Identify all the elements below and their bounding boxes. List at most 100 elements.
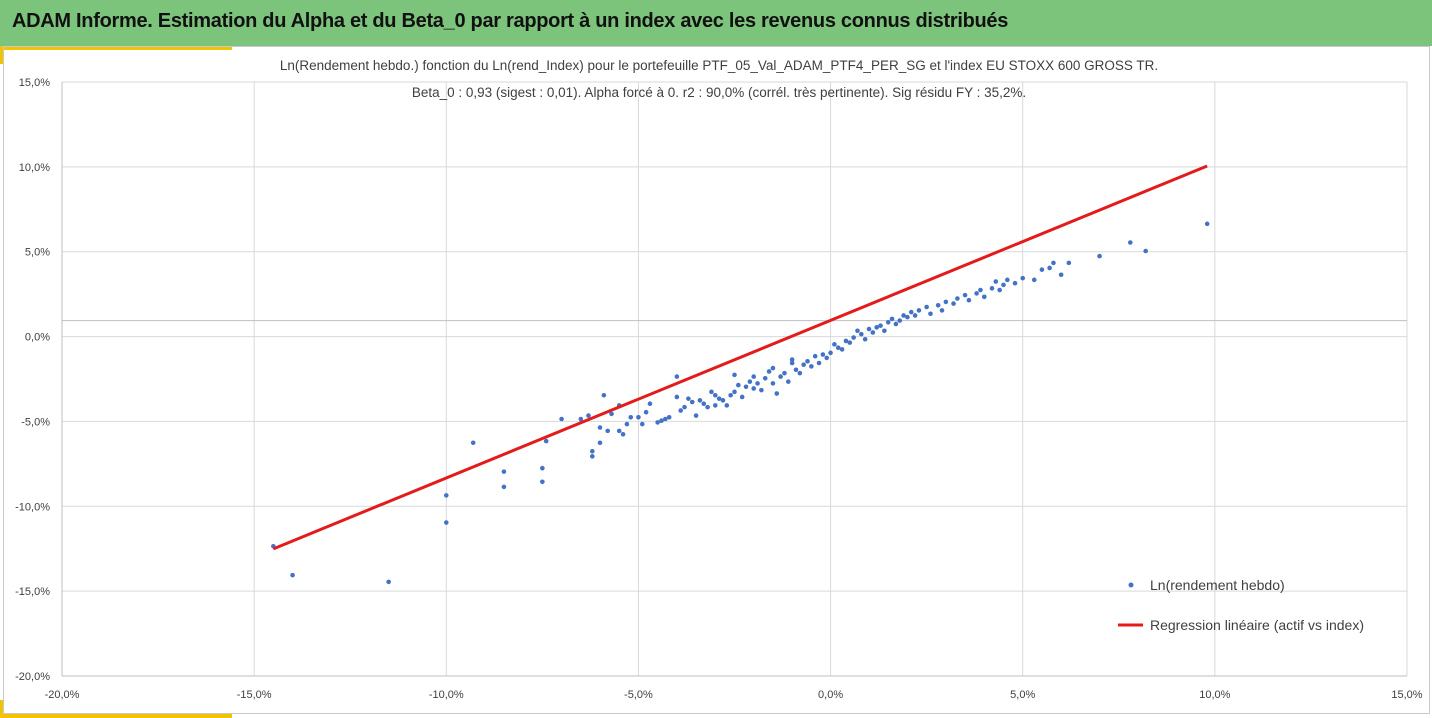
y-tick-label: 10,0% bbox=[19, 162, 50, 174]
data-point bbox=[797, 370, 803, 376]
regression-line-group bbox=[272, 164, 1208, 551]
data-point bbox=[843, 338, 849, 344]
accent-bar-bottom-left bbox=[0, 700, 4, 718]
data-point bbox=[736, 382, 741, 388]
data-point bbox=[443, 493, 449, 498]
data-point bbox=[686, 396, 691, 401]
data-point bbox=[789, 360, 795, 366]
data-point bbox=[712, 392, 718, 398]
data-point bbox=[751, 374, 757, 379]
x-tick-label: 15,0% bbox=[1391, 689, 1422, 701]
data-point bbox=[590, 454, 595, 459]
data-point bbox=[1031, 277, 1037, 283]
data-point bbox=[620, 431, 626, 437]
data-point bbox=[1012, 280, 1018, 286]
data-point bbox=[943, 299, 949, 305]
data-point bbox=[716, 396, 722, 401]
data-point bbox=[905, 314, 910, 320]
y-tick-label: -20,0% bbox=[15, 671, 50, 683]
data-point bbox=[1204, 221, 1210, 227]
data-point bbox=[647, 401, 653, 407]
data-point bbox=[701, 401, 707, 407]
data-point bbox=[993, 279, 999, 284]
data-point bbox=[470, 440, 476, 446]
data-point bbox=[908, 309, 914, 315]
data-point bbox=[1128, 240, 1133, 245]
y-tick-label: 0,0% bbox=[25, 332, 50, 344]
data-point bbox=[705, 404, 710, 410]
data-point bbox=[639, 421, 645, 427]
data-point bbox=[935, 302, 941, 308]
data-point bbox=[689, 399, 695, 405]
x-tick-labels: -20,0% -15,0% -10,0% -5,0% 0,0% 5,0% 10,0% 15,0… bbox=[45, 689, 1423, 701]
legend-label-regression: Regression linéaire (actif vs index) bbox=[1150, 617, 1364, 633]
data-point bbox=[728, 392, 733, 398]
data-point bbox=[912, 313, 918, 318]
data-point bbox=[820, 352, 826, 357]
data-point bbox=[597, 440, 603, 446]
data-point bbox=[720, 398, 726, 403]
data-point bbox=[770, 381, 776, 386]
data-point bbox=[628, 415, 634, 420]
data-point bbox=[870, 330, 876, 335]
data-point bbox=[928, 311, 933, 317]
data-point bbox=[893, 321, 899, 327]
data-point bbox=[974, 291, 979, 296]
data-point bbox=[1051, 260, 1056, 266]
data-point bbox=[835, 345, 841, 351]
data-point bbox=[697, 398, 703, 403]
data-point bbox=[597, 425, 603, 430]
data-point bbox=[878, 323, 883, 328]
legend: Ln(rendement hebdo) Regression linéaire … bbox=[1118, 577, 1364, 633]
data-point bbox=[793, 367, 799, 373]
data-point bbox=[739, 394, 745, 400]
data-point bbox=[782, 370, 787, 376]
data-point bbox=[540, 479, 545, 485]
chart-title: Ln(Rendement hebdo.) fonction du Ln(rend… bbox=[280, 58, 1158, 73]
data-point bbox=[1001, 282, 1006, 288]
grid-lines bbox=[61, 81, 1408, 677]
data-point bbox=[916, 308, 922, 313]
data-point bbox=[1066, 260, 1072, 266]
data-point bbox=[682, 404, 687, 410]
data-point bbox=[590, 448, 595, 454]
data-point bbox=[559, 416, 564, 422]
data-point bbox=[978, 287, 983, 293]
data-point bbox=[839, 347, 845, 352]
y-tick-labels: 15,0% 10,0% 5,0% 0,0% -5,0% -10,0% -15,0% -20,0… bbox=[15, 77, 50, 683]
legend-label-points: Ln(rendement hebdo) bbox=[1150, 577, 1285, 593]
data-point bbox=[966, 297, 972, 303]
data-point bbox=[732, 389, 737, 395]
data-point bbox=[709, 389, 714, 395]
data-point bbox=[774, 391, 780, 396]
data-point bbox=[655, 420, 660, 425]
axes bbox=[61, 82, 1407, 677]
data-point bbox=[770, 365, 776, 371]
data-point bbox=[1143, 248, 1148, 254]
data-point bbox=[290, 572, 295, 578]
data-point bbox=[693, 413, 699, 418]
scatter-points bbox=[271, 221, 1210, 585]
y-tick-label: -10,0% bbox=[15, 501, 50, 513]
data-point bbox=[501, 469, 507, 474]
data-point bbox=[1097, 253, 1102, 259]
data-point bbox=[678, 408, 683, 413]
x-tick-label: -5,0% bbox=[624, 689, 653, 701]
data-point bbox=[1047, 265, 1052, 271]
data-point bbox=[828, 350, 833, 356]
accent-bar-top bbox=[0, 46, 232, 50]
y-tick-label: -15,0% bbox=[15, 586, 50, 598]
data-point bbox=[636, 415, 641, 420]
data-point bbox=[981, 294, 987, 300]
data-point bbox=[789, 357, 795, 362]
data-point bbox=[951, 301, 956, 306]
data-point bbox=[847, 340, 853, 345]
x-tick-label: 5,0% bbox=[1010, 689, 1035, 701]
data-point bbox=[816, 360, 822, 366]
data-point bbox=[643, 409, 649, 415]
data-point bbox=[766, 369, 772, 374]
data-point bbox=[889, 316, 895, 322]
data-point bbox=[939, 308, 945, 313]
y-tick-label: -5,0% bbox=[21, 416, 50, 428]
data-point bbox=[874, 325, 879, 330]
